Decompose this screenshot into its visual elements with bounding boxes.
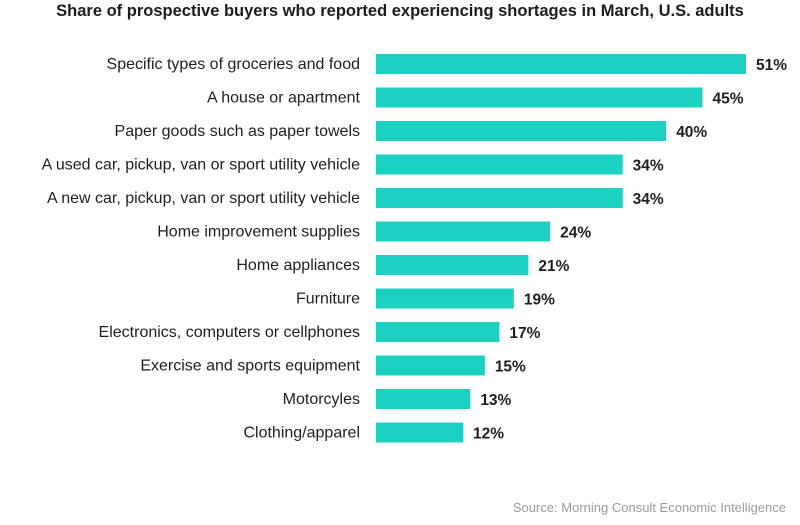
value-label: 45%	[712, 91, 743, 108]
value-label: 51%	[756, 57, 787, 74]
category-label: Home improvement supplies	[157, 224, 360, 241]
chart-title: Share of prospective buyers who reported…	[56, 2, 744, 20]
bar	[376, 288, 514, 309]
category-label: Paper goods such as paper towels	[115, 123, 360, 140]
bar	[376, 322, 500, 342]
bar	[376, 121, 667, 141]
category-label: Home appliances	[236, 257, 360, 274]
value-label: 34%	[633, 191, 664, 208]
bar	[376, 255, 529, 275]
category-label: A new car, pickup, van or sport utility …	[47, 190, 360, 207]
value-label: 21%	[538, 258, 569, 275]
category-label: A house or apartment	[207, 90, 361, 107]
category-label: Specific types of groceries and food	[107, 56, 360, 73]
source-note: Source: Morning Consult Economic Intelli…	[512, 500, 786, 515]
value-label: 13%	[480, 392, 511, 409]
category-label: Furniture	[296, 291, 360, 308]
bar	[376, 87, 703, 108]
bar	[376, 54, 746, 74]
bar	[376, 422, 464, 443]
value-label: 40%	[676, 124, 707, 141]
value-label: 24%	[560, 225, 591, 242]
bar	[376, 188, 623, 208]
bar	[376, 154, 623, 175]
value-label: 19%	[524, 292, 555, 309]
value-label: 17%	[509, 325, 540, 342]
category-label: Electronics, computers or cellphones	[99, 324, 360, 341]
category-label: Exercise and sports equipment	[140, 358, 360, 375]
value-label: 15%	[495, 359, 526, 376]
value-label: 34%	[633, 158, 664, 175]
category-label: Motorcyles	[283, 391, 360, 408]
bar	[376, 389, 471, 409]
category-label: Clothing/apparel	[243, 425, 360, 442]
value-label: 12%	[473, 426, 504, 443]
category-label: A used car, pickup, van or sport utility…	[42, 157, 360, 174]
bar	[376, 355, 485, 376]
bar	[376, 221, 551, 242]
